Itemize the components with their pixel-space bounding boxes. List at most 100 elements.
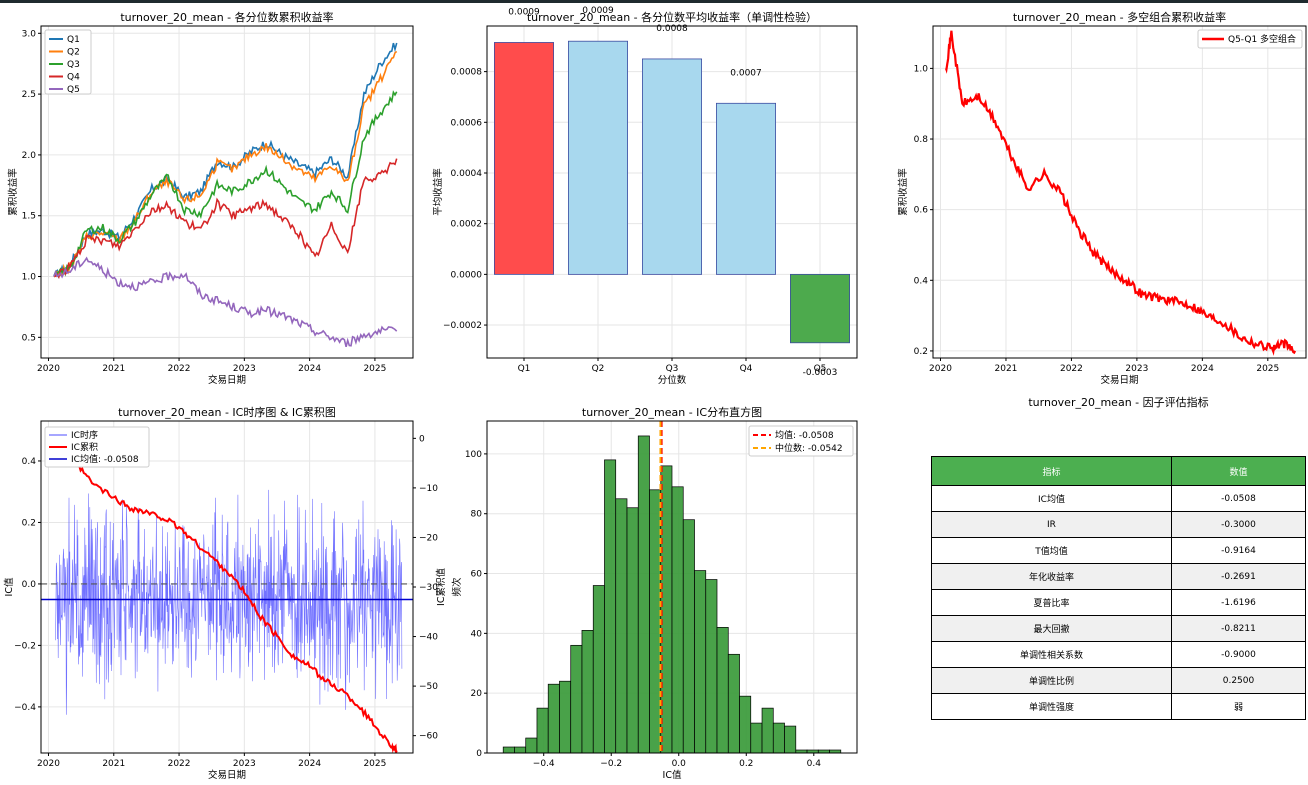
legend-box [44,29,92,95]
x-axis-label: 交易日期 [208,769,246,781]
plot-frame [486,25,858,359]
y-axis-label: 平均收益率 [432,168,444,216]
histogram-bar [502,746,515,754]
bar-value-label: 0.0009 [508,7,540,17]
y-tick-label: 0.0004 [451,169,483,179]
x-tick-label: −0.4 [533,759,555,769]
metric-name: 单调性相关系数 [931,641,1172,668]
histogram-bar [784,725,797,754]
y2-tick-label: −40 [419,633,438,643]
legend-label: Q2 [67,48,80,58]
histogram-bar [604,459,617,754]
x-tick-label: Q1 [518,364,531,374]
metric-value: -0.2691 [1170,563,1307,590]
plot-frame [40,420,414,754]
chart-title: turnover_20_mean - IC时序图 & IC累积图 [118,405,336,419]
x-tick-label: 2021 [995,364,1018,374]
legend: Q5-Q1 多空组合 [1197,29,1303,49]
series-line-q3 [53,90,398,277]
metrics-row: IR -0.3000 [931,511,1307,538]
y-axis-label: 频次 [451,577,463,597]
histogram-bar [761,707,774,754]
grid-lines [933,26,1306,358]
x-tick-label: 2020 [37,759,60,769]
chart-ic-histogram: turnover_20_mean - IC分布直方图 −0.4 −0.2 0.0 0.2… [451,405,858,781]
series-line-ic [55,489,403,715]
y-tick-label: 0.2 [914,347,928,357]
chart-title: turnover_20_mean - IC分布直方图 [582,405,762,419]
legend-label: Q4 [67,73,80,83]
metric-value: -0.9000 [1170,641,1307,668]
x-tick-label: 2022 [168,759,191,769]
y-tick-label: 0.2 [22,518,36,528]
x-tick-label: 0.4 [807,759,822,769]
series-line-ic-cumulative [52,436,398,754]
histogram-bar [750,722,763,754]
y-tick-label: 1.0 [914,64,929,74]
y-tick-label: 20 [471,689,483,699]
y-axis-label: IC累积值 [435,568,447,606]
y-axis-label: 累积收益率 [897,168,909,216]
series-line-long-short [944,30,1297,356]
x-axis-label: 分位数 [658,374,687,386]
metric-name: 单调性强度 [931,693,1172,720]
y-tick-label: 0.6 [914,206,929,216]
bar-value-label: -0.0003 [803,368,838,378]
metric-name: 夏普比率 [931,589,1172,616]
bar-value-label: 0.0008 [656,24,688,34]
x-tick-label: 2024 [298,364,321,374]
bar-q3 [642,58,703,275]
metric-value: -0.9164 [1170,537,1307,564]
legend-label: 均值: -0.0508 [775,429,834,441]
metric-value: 0.2500 [1170,667,1307,694]
legend-label: IC时序 [71,429,98,441]
metrics-header-value: 数值 [1170,456,1307,486]
y-tick-label: −0.4 [14,703,36,713]
x-axis-label: IC值 [663,769,682,781]
legend: Q1 Q2 Q3 Q4 Q5 [44,29,92,95]
x-tick-label: Q4 [740,364,753,374]
x-tick-label: Q5 [814,364,827,374]
metric-value: -1.6196 [1170,589,1307,616]
chart-long-short-cumulative: turnover_20_mean - 多空组合累积收益率 2020 2021 2022… [897,10,1307,386]
y-tick-label: −0.0002 [443,321,482,331]
legend-label: Q5-Q1 多空组合 [1228,33,1296,45]
histogram-bar [615,498,628,754]
y-tick-label: 0 [476,749,482,759]
histogram-bar [536,707,549,754]
y-tick-label: 0.8 [914,135,929,145]
metric-name: 最大回撤 [931,615,1172,642]
metrics-table: 指标 数值 IC均值 -0.0508 IR -0.3000 T值均值 -0.9164 … [931,456,1307,720]
y2-tick-label: −60 [419,732,438,742]
window-top-bar [0,0,1308,3]
metrics-table-header-row: 指标 数值 [931,456,1307,486]
metric-value: -0.0508 [1170,485,1307,512]
metrics-table-title: turnover_20_mean - 因子评估指标 [1028,396,1209,409]
y-tick-label: −0.2 [14,641,36,651]
metrics-row: 最大回撤 -0.8211 [931,615,1307,642]
histogram-bar [694,570,707,754]
metrics-row: T值均值 -0.9164 [931,537,1307,564]
y2-tick-label: −30 [419,583,438,593]
plot-frame [486,420,858,754]
y-axis-label: IC值 [3,577,15,596]
histogram-bar [581,630,594,754]
y2-tick-label: −10 [419,484,438,494]
chart-title: turnover_20_mean - 各分位数平均收益率（单调性检验） [527,10,817,24]
series-line-q1 [53,42,398,279]
legend-box [1197,29,1303,49]
bar-q4 [716,102,777,275]
y-tick-label: 60 [471,570,483,580]
series-line-q2 [53,50,398,278]
y-tick-label: 0.0002 [451,220,483,230]
legend-label: 中位数: -0.0542 [775,442,843,454]
x-tick-label: 2020 [929,364,952,374]
metrics-row: 单调性强度弱 [931,693,1307,720]
x-tick-label: 2023 [233,364,256,374]
metrics-row: 年化收益率 -0.2691 [931,563,1307,590]
bar-q2 [568,40,629,275]
legend-label: Q5 [67,85,80,95]
histogram-bar [559,680,572,754]
y-tick-label: 0.0 [22,580,37,590]
